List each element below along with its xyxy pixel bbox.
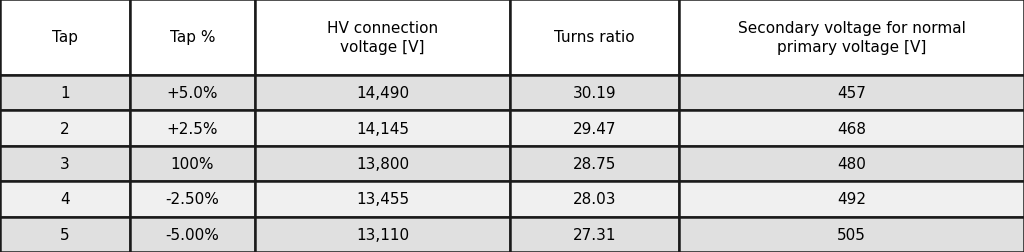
Bar [255, 0, 510, 76]
Text: Tap: Tap [52, 30, 78, 45]
Text: HV connection
voltage [V]: HV connection voltage [V] [327, 20, 438, 55]
Text: 29.47: 29.47 [572, 121, 616, 136]
Bar [0, 0, 130, 76]
Text: 1: 1 [60, 86, 70, 101]
Bar [0, 217, 130, 252]
Text: Tap %: Tap % [170, 30, 215, 45]
Text: +2.5%: +2.5% [167, 121, 218, 136]
Bar [510, 146, 679, 181]
Bar [0, 146, 130, 181]
Bar [510, 181, 679, 217]
Bar [255, 181, 510, 217]
Text: 28.75: 28.75 [572, 156, 616, 171]
Bar [679, 76, 1024, 111]
Text: 492: 492 [837, 192, 866, 207]
Text: 457: 457 [837, 86, 866, 101]
Bar [510, 76, 679, 111]
Bar [679, 0, 1024, 76]
Text: 468: 468 [837, 121, 866, 136]
Text: 27.31: 27.31 [572, 227, 616, 242]
Bar [510, 111, 679, 146]
Bar [255, 217, 510, 252]
Bar [130, 76, 255, 111]
Text: -5.00%: -5.00% [166, 227, 219, 242]
Text: 13,110: 13,110 [356, 227, 409, 242]
Bar [0, 111, 130, 146]
Bar [679, 217, 1024, 252]
Text: 5: 5 [60, 227, 70, 242]
Text: 14,145: 14,145 [356, 121, 409, 136]
Bar [255, 146, 510, 181]
Bar [679, 181, 1024, 217]
Text: Turns ratio: Turns ratio [554, 30, 635, 45]
Text: 100%: 100% [171, 156, 214, 171]
Text: 2: 2 [60, 121, 70, 136]
Bar [130, 0, 255, 76]
Text: 14,490: 14,490 [356, 86, 409, 101]
Bar [255, 111, 510, 146]
Text: -2.50%: -2.50% [166, 192, 219, 207]
Text: 28.03: 28.03 [572, 192, 616, 207]
Text: +5.0%: +5.0% [167, 86, 218, 101]
Bar [130, 181, 255, 217]
Text: 13,455: 13,455 [356, 192, 409, 207]
Text: Secondary voltage for normal
primary voltage [V]: Secondary voltage for normal primary vol… [737, 20, 966, 55]
Bar [130, 217, 255, 252]
Text: 4: 4 [60, 192, 70, 207]
Text: 505: 505 [837, 227, 866, 242]
Text: 3: 3 [60, 156, 70, 171]
Bar [510, 0, 679, 76]
Bar [130, 146, 255, 181]
Text: 480: 480 [837, 156, 866, 171]
Bar [679, 146, 1024, 181]
Bar [510, 217, 679, 252]
Text: 13,800: 13,800 [356, 156, 409, 171]
Bar [255, 76, 510, 111]
Bar [679, 111, 1024, 146]
Bar [0, 76, 130, 111]
Text: 30.19: 30.19 [572, 86, 616, 101]
Bar [0, 181, 130, 217]
Bar [130, 111, 255, 146]
